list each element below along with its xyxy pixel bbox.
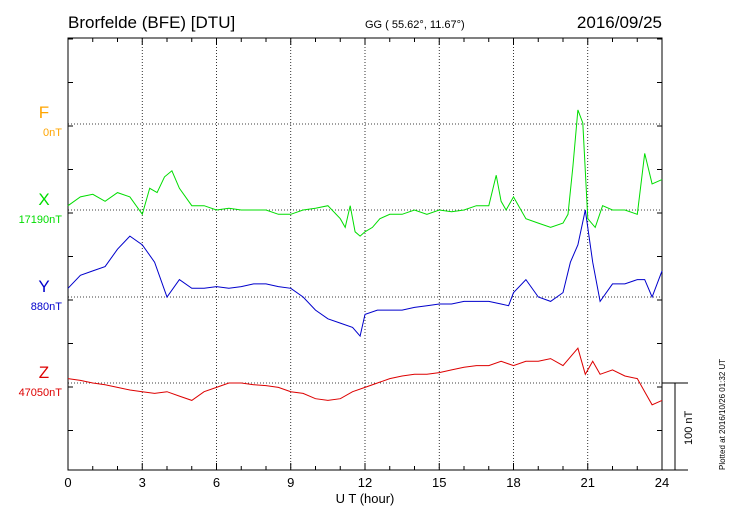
grid-lines bbox=[68, 38, 662, 470]
series-name-z: Z bbox=[39, 363, 49, 382]
x-tick-label: 24 bbox=[655, 475, 669, 490]
series-baseline-x: 17190nT bbox=[19, 214, 63, 226]
x-tick-label: 21 bbox=[581, 475, 595, 490]
series-name-f: F bbox=[39, 103, 49, 122]
date-label: 2016/09/25 bbox=[577, 13, 662, 32]
x-axis-label: U T (hour) bbox=[336, 491, 395, 506]
plotted-timestamp: Plotted at 2016/10/26 01:32 UT bbox=[718, 359, 727, 470]
series-lines bbox=[67, 109, 663, 406]
x-tick-labels: 0 3 6 9 12 15 18 21 24 bbox=[64, 475, 669, 490]
x-tick-label: 12 bbox=[358, 475, 372, 490]
series-line-x bbox=[67, 109, 663, 237]
x-tick-label: 3 bbox=[139, 475, 146, 490]
x-tick-label: 15 bbox=[432, 475, 446, 490]
coordinates-label: GG ( 55.62°, 11.67°) bbox=[365, 19, 465, 31]
scale-bar-label: 100 nT bbox=[683, 410, 695, 445]
series-name-y: Y bbox=[38, 277, 49, 296]
series-name-x: X bbox=[38, 190, 49, 209]
series-baseline-f: 0nT bbox=[43, 127, 62, 139]
scale-bar: 100 nT bbox=[662, 382, 695, 471]
x-tick-label: 18 bbox=[506, 475, 520, 490]
series-labels: F 0nT X 17190nT Y 880nT Z 47050nT bbox=[19, 103, 63, 399]
series-line-z bbox=[67, 347, 663, 406]
series-baseline-y: 880nT bbox=[31, 301, 62, 313]
x-tick-label: 6 bbox=[213, 475, 220, 490]
series-baseline-z: 47050nT bbox=[19, 387, 63, 399]
x-tick-label: 9 bbox=[287, 475, 294, 490]
axis-ticks bbox=[67, 38, 663, 470]
x-tick-label: 0 bbox=[64, 475, 71, 490]
station-title: Brorfelde (BFE) [DTU] bbox=[68, 13, 235, 32]
series-line-y bbox=[67, 209, 663, 338]
